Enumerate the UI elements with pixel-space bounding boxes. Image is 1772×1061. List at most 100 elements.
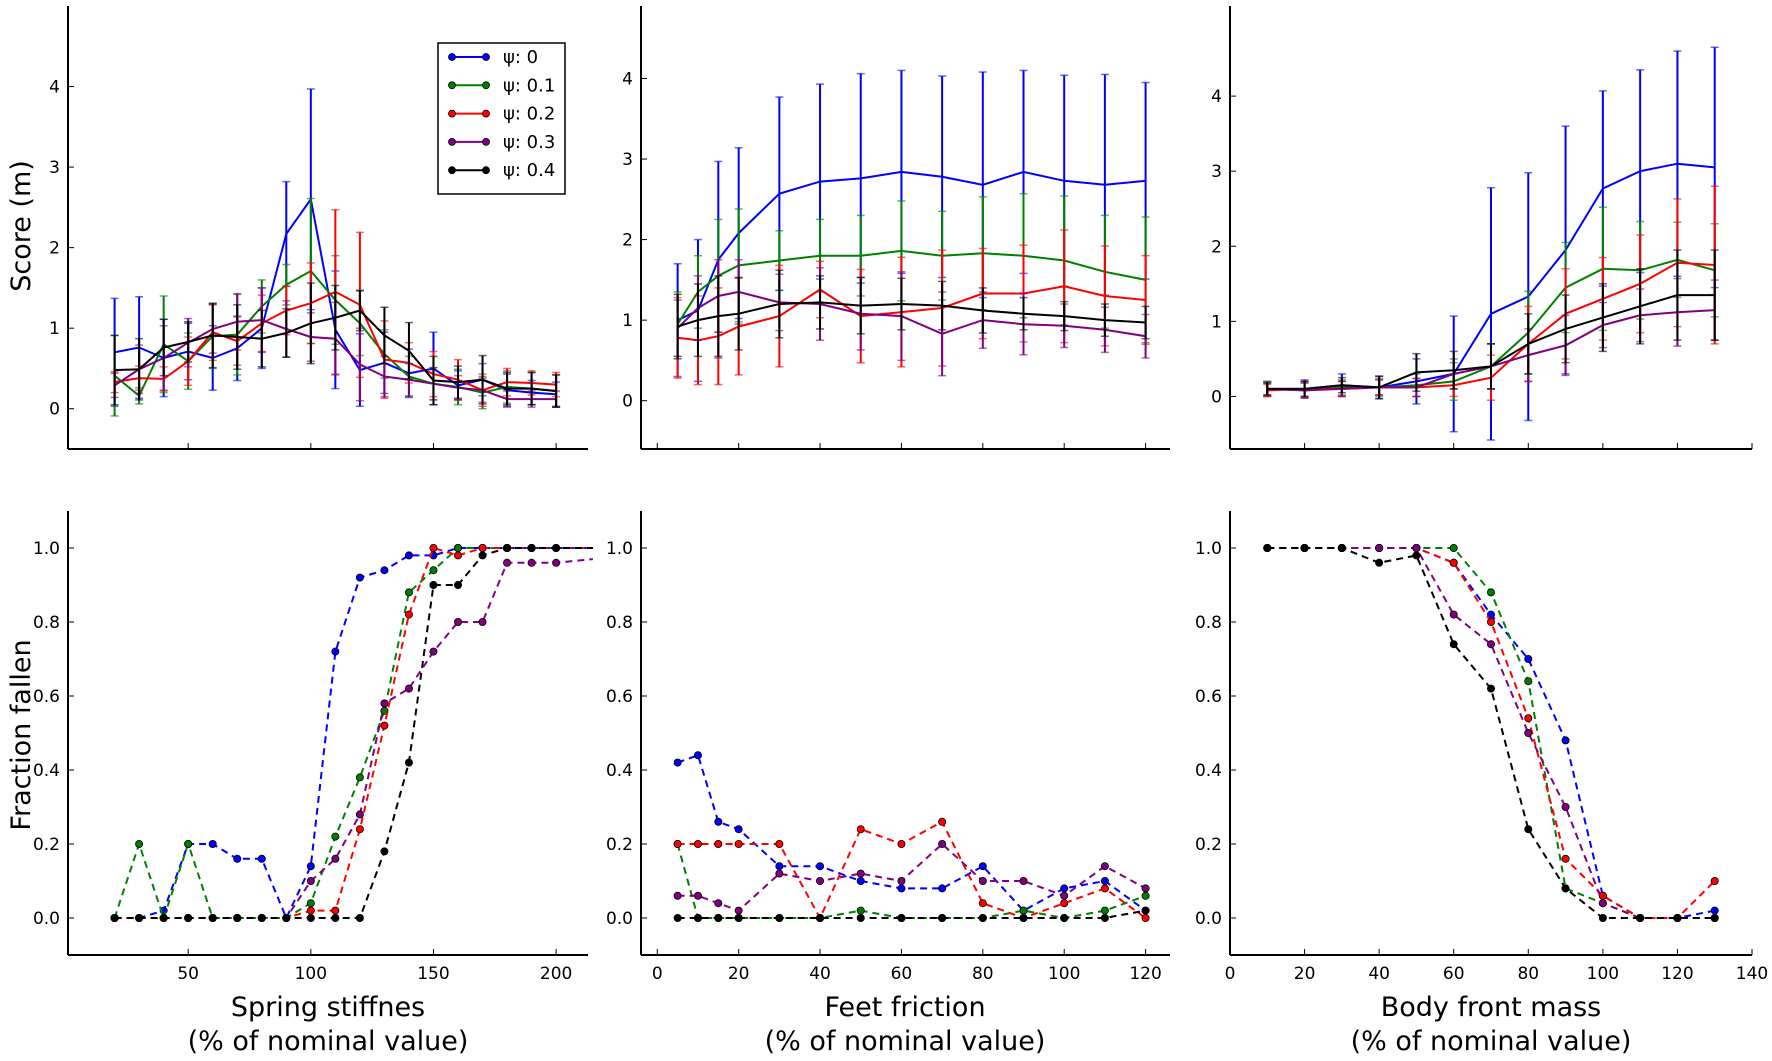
data-point bbox=[1019, 877, 1028, 886]
data-point bbox=[1487, 684, 1496, 693]
series-psi-0.1 bbox=[673, 192, 1150, 358]
data-point bbox=[816, 877, 825, 886]
y-tick-label: 2 bbox=[622, 231, 633, 251]
data-point bbox=[1598, 899, 1607, 908]
x-tick-label: 120 bbox=[1661, 964, 1693, 984]
data-point bbox=[1561, 736, 1570, 745]
data-point bbox=[1449, 544, 1458, 553]
legend-marker bbox=[482, 53, 490, 61]
data-point bbox=[816, 862, 825, 871]
data-point bbox=[331, 906, 340, 915]
legend-marker bbox=[448, 53, 456, 61]
data-point bbox=[503, 558, 512, 567]
data-point bbox=[306, 877, 315, 886]
series-line bbox=[677, 842, 1147, 912]
legend-box bbox=[437, 42, 566, 195]
data-point bbox=[404, 684, 413, 693]
data-point bbox=[110, 914, 119, 923]
y-tick-label: 0.4 bbox=[1195, 761, 1222, 781]
x-tick-label: 60 bbox=[891, 964, 913, 984]
panel-score-spring: 0 1 2 3 4 bbox=[49, 6, 588, 450]
data-point bbox=[714, 840, 723, 849]
y-tick-label: 0.8 bbox=[1195, 613, 1222, 633]
data-point bbox=[380, 847, 389, 856]
data-point bbox=[478, 551, 487, 560]
data-point bbox=[478, 618, 487, 627]
series-psi-0.4 bbox=[1263, 544, 1719, 923]
legend-marker bbox=[448, 137, 456, 146]
data-point bbox=[1710, 906, 1719, 915]
data-point bbox=[734, 914, 743, 923]
data-point bbox=[1598, 914, 1607, 923]
series-line bbox=[1267, 547, 1715, 919]
series-psi-0.1 bbox=[1263, 544, 1719, 923]
legend-marker bbox=[482, 166, 490, 175]
data-point bbox=[1412, 551, 1421, 560]
data-point bbox=[1710, 877, 1719, 886]
x-tick-label: 120 bbox=[1129, 964, 1161, 984]
y-tick-label: 0 bbox=[622, 392, 633, 412]
panel-fallen-spring: 50 100 150 200 0.0 0.2 0.4 0.6 0.8 1.0 bbox=[33, 511, 594, 984]
data-point bbox=[856, 906, 865, 915]
series-line bbox=[114, 558, 594, 919]
data-point bbox=[355, 773, 364, 782]
data-point bbox=[159, 914, 168, 923]
data-point bbox=[775, 869, 784, 878]
legend-entry: ψ: 0.3 bbox=[448, 132, 555, 153]
data-point bbox=[816, 914, 825, 923]
y-tick-label: 0.8 bbox=[606, 613, 633, 633]
legend-label: ψ: 0.2 bbox=[503, 104, 555, 125]
series-psi-0.2 bbox=[673, 229, 1150, 386]
data-point bbox=[978, 877, 987, 886]
series-line bbox=[1267, 294, 1715, 390]
data-point bbox=[527, 544, 536, 553]
legend-marker bbox=[448, 81, 456, 90]
series-psi-0 bbox=[673, 69, 1150, 383]
data-point bbox=[1060, 899, 1069, 908]
data-point bbox=[233, 914, 242, 923]
x-tick-label: 200 bbox=[540, 964, 572, 984]
x-tick-label: 100 bbox=[1587, 964, 1619, 984]
data-point bbox=[429, 581, 438, 590]
data-point bbox=[355, 810, 364, 819]
data-point bbox=[897, 877, 906, 886]
x-tick-label: 100 bbox=[295, 964, 327, 984]
series-line bbox=[676, 843, 1146, 920]
y-tick-label: 3 bbox=[622, 150, 633, 170]
series-line bbox=[1267, 547, 1715, 919]
data-point bbox=[527, 558, 536, 567]
data-point bbox=[257, 914, 266, 923]
data-point bbox=[1100, 884, 1109, 893]
data-point bbox=[355, 825, 364, 834]
x-tick-label: 50 bbox=[177, 964, 199, 984]
y-tick-label: 1.0 bbox=[1195, 539, 1222, 559]
data-point bbox=[453, 581, 462, 590]
y-tick-label: 0.6 bbox=[33, 687, 60, 707]
data-point bbox=[673, 840, 682, 849]
series-psi-0 bbox=[1263, 544, 1719, 923]
data-point bbox=[693, 891, 702, 900]
data-point bbox=[1100, 914, 1109, 923]
legend-marker bbox=[482, 137, 490, 146]
y-tick-label: 1 bbox=[49, 319, 60, 339]
legend-marker bbox=[448, 166, 456, 175]
y-tick-label: 0.0 bbox=[1195, 909, 1222, 929]
data-point bbox=[453, 618, 462, 627]
data-point bbox=[1487, 618, 1496, 627]
legend-marker bbox=[482, 81, 490, 90]
data-point bbox=[355, 914, 364, 923]
data-point bbox=[453, 544, 462, 553]
data-point bbox=[306, 862, 315, 871]
data-point bbox=[1263, 544, 1272, 553]
data-point bbox=[1524, 729, 1533, 738]
data-point bbox=[856, 869, 865, 878]
series-line bbox=[1267, 547, 1715, 919]
x-tick-label: 80 bbox=[972, 964, 994, 984]
data-point bbox=[135, 914, 144, 923]
data-point bbox=[693, 751, 702, 760]
legend-entry: ψ: 0.2 bbox=[448, 104, 555, 125]
x-tick-label: 40 bbox=[1368, 964, 1390, 984]
ylabel-score: Score (m) bbox=[6, 160, 37, 292]
series-psi-0 bbox=[673, 751, 1150, 915]
legend-marker bbox=[482, 109, 490, 118]
